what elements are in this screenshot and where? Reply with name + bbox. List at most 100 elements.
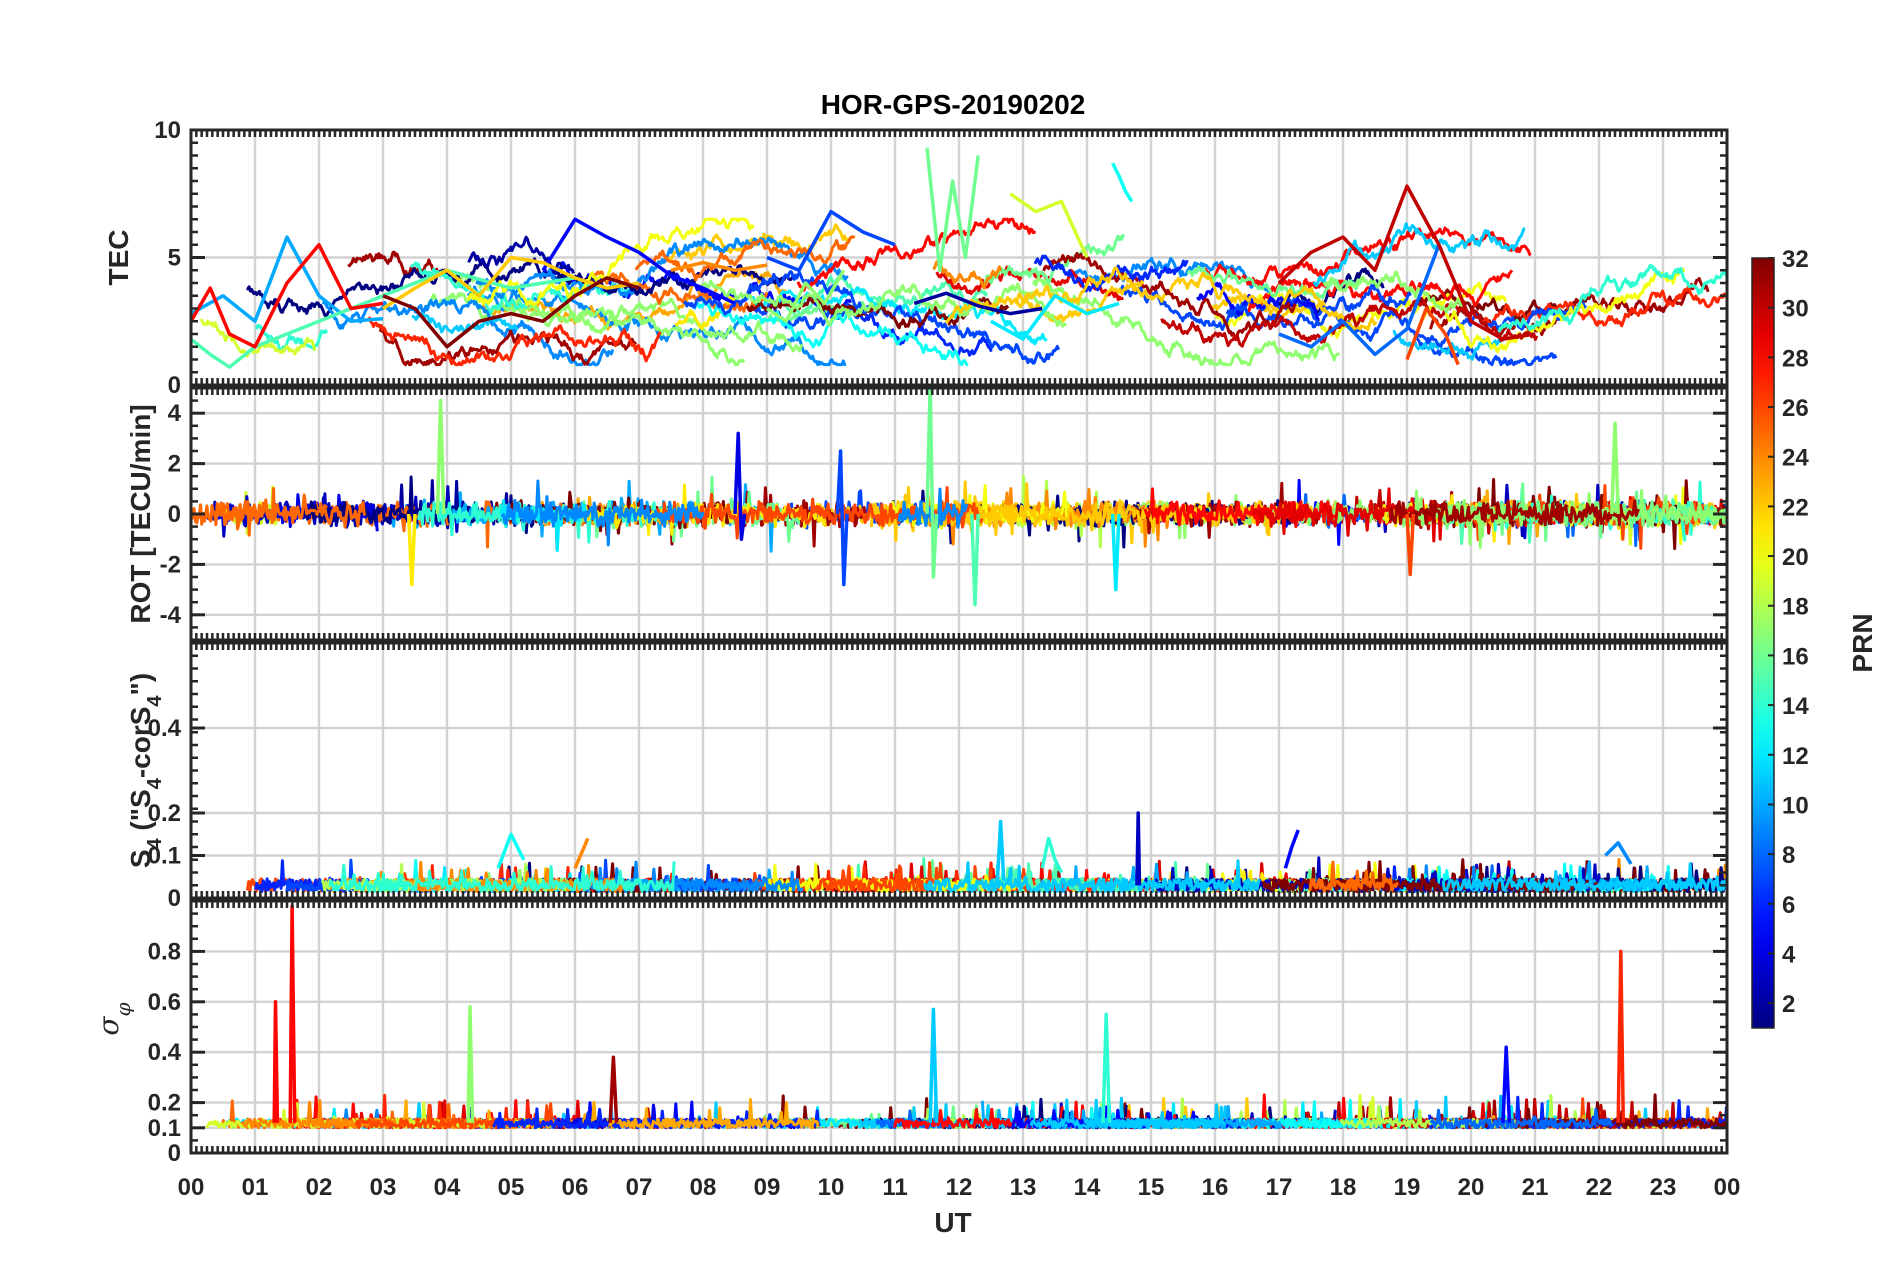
noise-trace bbox=[608, 1098, 820, 1130]
series-rot-prn-17 bbox=[1610, 421, 1620, 515]
x-tick-label: 15 bbox=[1138, 1174, 1165, 1201]
noise-trace bbox=[1388, 499, 1640, 527]
noise-trace bbox=[1029, 1098, 1226, 1130]
noise-trace bbox=[944, 266, 1145, 324]
panel-tec-minor-ticks bbox=[189, 128, 1729, 387]
noise-trace bbox=[378, 328, 638, 367]
x-tick-label: 00 bbox=[1714, 1174, 1741, 1201]
y-tick-label: 5 bbox=[168, 245, 181, 272]
series-tec-prn-28 bbox=[191, 243, 384, 349]
noise-trace bbox=[1252, 487, 1443, 543]
x-tick-label: 11 bbox=[882, 1174, 907, 1201]
x-axis: 00 01 02 03 04 05 06 07 08 09 10 11 12 13 14 15 16 17 18 19… bbox=[178, 1174, 1741, 1201]
series-tec-prn-13 bbox=[1111, 162, 1134, 203]
noise-trace bbox=[347, 250, 447, 278]
y-tick-label: 0.6 bbox=[148, 989, 181, 1016]
noise-trace bbox=[199, 318, 317, 358]
y-tick-label: 2 bbox=[168, 451, 181, 478]
series-sigma-prn-31 bbox=[608, 1055, 619, 1123]
panel-sigma-minor-ticks bbox=[189, 899, 1729, 1155]
colorbar-tick-label: 2 bbox=[1782, 991, 1795, 1018]
x-tick-label: 13 bbox=[1010, 1174, 1037, 1201]
noise-trace bbox=[466, 217, 755, 307]
colorbar-tick-label: 18 bbox=[1782, 594, 1809, 621]
y-tick-label: 10 bbox=[154, 117, 181, 144]
noise-trace bbox=[930, 480, 1301, 536]
series-rot-prn-4 bbox=[733, 431, 747, 541]
y-axis-label-s4: S4 ("S4-corS4") bbox=[125, 673, 166, 868]
series-tec-prn-17 bbox=[766, 269, 846, 324]
colorbar-tick-label: 28 bbox=[1782, 345, 1809, 372]
noise-trace bbox=[1441, 862, 1727, 894]
noise-trace bbox=[1497, 263, 1727, 333]
series-tec-prn-5 bbox=[541, 217, 736, 305]
y-tick-label: 4 bbox=[168, 400, 182, 427]
series-sigma-prn-17 bbox=[466, 1005, 475, 1123]
series-rot-prn-7 bbox=[835, 449, 849, 587]
noise-trace bbox=[1322, 270, 1466, 314]
noise-trace bbox=[213, 487, 367, 531]
noise-trace bbox=[754, 300, 1061, 365]
series-s4-prn-3 bbox=[1135, 811, 1142, 886]
series-rot-prn-26 bbox=[1405, 513, 1416, 577]
x-tick-label: 08 bbox=[690, 1174, 717, 1201]
noise-trace bbox=[796, 217, 1036, 292]
y-tick-label: 0 bbox=[168, 372, 181, 399]
series-rot-prn-12 bbox=[1110, 513, 1121, 592]
series-rot-prn-15 bbox=[970, 513, 980, 607]
noise-trace bbox=[246, 257, 569, 318]
series-sigma-prn-27 bbox=[1616, 949, 1626, 1123]
y-tick-label: 0 bbox=[168, 501, 181, 528]
colorbar-tick-label: 6 bbox=[1782, 892, 1795, 919]
noise-trace bbox=[1429, 1107, 1613, 1130]
x-tick-label: 21 bbox=[1522, 1174, 1549, 1201]
series-sigma-prn-28 bbox=[272, 1000, 280, 1123]
colorbar-tick-label: 10 bbox=[1782, 792, 1809, 819]
noise-trace bbox=[674, 295, 743, 331]
noise-trace bbox=[935, 265, 1124, 302]
noise-trace bbox=[1308, 860, 1399, 893]
colorbar-tick-label: 14 bbox=[1782, 693, 1809, 720]
noise-trace bbox=[475, 236, 849, 299]
series-s4-prn-9 bbox=[1604, 841, 1633, 865]
noise-trace bbox=[1205, 295, 1327, 320]
noise-trace bbox=[1031, 275, 1341, 367]
y-tick-label: -2 bbox=[160, 551, 181, 578]
series-s4-prn-5 bbox=[1283, 829, 1300, 869]
panel-tec-grid bbox=[191, 130, 1727, 385]
colorbar-tick-label: 16 bbox=[1782, 643, 1809, 670]
series-rot-prn-17 bbox=[435, 398, 446, 515]
x-tick-label: 19 bbox=[1394, 1174, 1421, 1201]
panel-s4: 0 0.1 0.2 0.4S4 ("S4-corS4") bbox=[125, 641, 1729, 912]
noise-trace bbox=[634, 235, 856, 282]
noise-trace bbox=[500, 479, 705, 547]
x-tick-label: 01 bbox=[242, 1174, 269, 1201]
y-tick-label: 0 bbox=[168, 885, 181, 912]
series-s4-prn-24 bbox=[573, 837, 590, 869]
series-tec-prn-24 bbox=[670, 260, 768, 273]
x-tick-label: 10 bbox=[818, 1174, 845, 1201]
x-tick-label: 14 bbox=[1074, 1174, 1101, 1201]
series-s4-prn-13 bbox=[496, 832, 526, 869]
panel-tec: 0 5 10 TEC bbox=[103, 117, 1729, 399]
noise-trace bbox=[587, 270, 769, 313]
noise-trace bbox=[1419, 267, 1686, 354]
series-tec-prn-32 bbox=[382, 276, 640, 349]
noise-trace bbox=[922, 859, 1262, 894]
series-tec-prn-16 bbox=[925, 147, 980, 273]
x-tick-label: 09 bbox=[754, 1174, 781, 1201]
noise-trace bbox=[321, 298, 615, 367]
series-sigma-prn-11 bbox=[928, 1007, 939, 1123]
x-tick-label: 20 bbox=[1458, 1174, 1485, 1201]
colorbar-tick-label: 30 bbox=[1782, 296, 1809, 323]
noise-trace bbox=[700, 279, 1068, 328]
panel-s4-grid bbox=[191, 643, 1727, 898]
series-s4-prn-11 bbox=[995, 819, 1006, 882]
noise-trace bbox=[1312, 222, 1526, 287]
colorbar-tick-label: 4 bbox=[1782, 941, 1796, 968]
series-tec-prn-30 bbox=[1277, 184, 1536, 341]
panel-s4-traces bbox=[245, 811, 1727, 894]
noise-trace bbox=[1160, 298, 1539, 348]
